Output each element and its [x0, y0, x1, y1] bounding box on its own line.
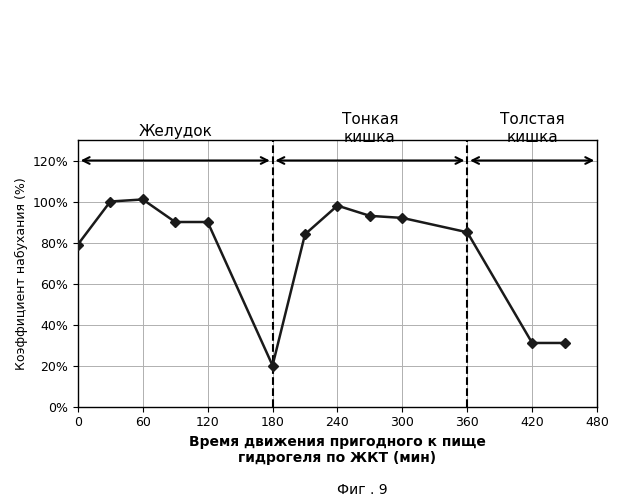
Text: Тонкая
кишка: Тонкая кишка — [342, 112, 398, 144]
Text: Фиг . 9: Фиг . 9 — [336, 484, 388, 498]
Text: Толстая
кишка: Толстая кишка — [500, 112, 565, 144]
Text: Желудок: Желудок — [139, 124, 212, 139]
Y-axis label: Коэффициент набухания (%): Коэффициент набухания (%) — [15, 177, 28, 370]
X-axis label: Время движения пригодного к пище
гидрогеля по ЖКТ (мин): Время движения пригодного к пище гидроге… — [189, 435, 486, 465]
